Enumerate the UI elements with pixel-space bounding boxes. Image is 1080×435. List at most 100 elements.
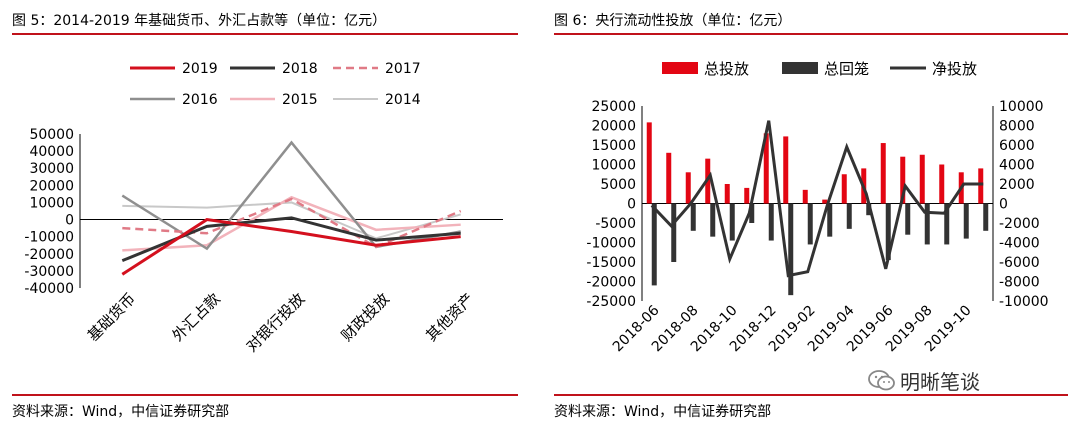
left-source-note: 资料来源：Wind，中信证券研究部 [12, 404, 230, 420]
legend-label: 2014 [385, 92, 421, 108]
wechat-icon [868, 369, 895, 390]
y-right-tick-label: 6000 [999, 138, 1035, 154]
bar-总回笼 [690, 203, 696, 231]
series-line-净投放 [650, 120, 984, 278]
legend-label: 2015 [282, 92, 318, 108]
y-left-tick-label: 5000 [600, 177, 636, 193]
y-left-tick-label: 25000 [591, 99, 636, 115]
bar-总回笼 [729, 203, 735, 241]
watermark: 明晰笔谈 [868, 366, 980, 395]
y-tick-label: -10000 [24, 230, 74, 246]
left-title-rule [12, 33, 518, 35]
legend-label: 2018 [282, 61, 318, 77]
bar-总投放 [685, 172, 691, 204]
bar-总回笼 [983, 203, 989, 231]
series-line-2017 [122, 197, 462, 249]
bar-总投放 [744, 187, 750, 204]
bar-总投放 [880, 143, 886, 204]
left-footer-rule [12, 394, 518, 396]
y-left-tick-label: -5000 [595, 216, 636, 232]
bar-总投放 [802, 189, 808, 204]
series-line-2014 [122, 201, 461, 240]
y-tick-label: 30000 [29, 161, 74, 177]
bar-总回笼 [749, 203, 755, 223]
x-tick-label: 基础货币 [84, 290, 139, 345]
y-right-tick-label: 10000 [999, 99, 1044, 115]
y-tick-label: 20000 [29, 178, 74, 194]
legend-swatch-总投放 [662, 62, 698, 74]
right-title-rule [554, 33, 1068, 35]
bar-总回笼 [885, 203, 891, 261]
y-tick-label: -20000 [24, 247, 74, 263]
bar-总投放 [919, 154, 925, 204]
bar-总投放 [783, 136, 789, 204]
legend-label: 2017 [385, 61, 421, 77]
y-tick-label: -40000 [24, 281, 74, 297]
bar-总投放 [978, 168, 984, 204]
series-line-2015 [122, 195, 461, 252]
legend-label: 净投放 [932, 60, 977, 78]
left-chart-title: 图 5：2014-2019 年基础货币、外汇占款等（单位：亿元） [12, 13, 387, 29]
series-line-2018 [121, 216, 461, 263]
bar-总投放 [939, 164, 945, 204]
bar-总投放 [724, 184, 730, 204]
y-tick-label: 50000 [29, 127, 74, 143]
y-left-tick-label: 0 [627, 197, 636, 213]
bar-总回笼 [866, 203, 872, 216]
legend-label: 总投放 [704, 60, 749, 78]
right-chart: 2500020000150001000050000-5000-10000-150… [586, 60, 1049, 355]
bar-总投放 [900, 156, 906, 204]
bar-总投放 [822, 199, 828, 204]
series-line-2019 [121, 217, 461, 276]
legend-label: 总回笼 [824, 60, 869, 78]
y-right-tick-label: 8000 [999, 119, 1035, 135]
y-left-tick-label: -20000 [586, 275, 636, 291]
bar-总回笼 [827, 203, 833, 237]
y-right-tick-label: 2000 [999, 177, 1035, 193]
legend-label: 2016 [182, 92, 218, 108]
y-left-tick-label: 20000 [591, 119, 636, 135]
y-left-tick-label: 15000 [591, 138, 636, 154]
y-right-tick-label: -8000 [999, 275, 1040, 291]
legend-swatch-总回笼 [782, 62, 818, 74]
bar-总投放 [763, 133, 769, 204]
watermark-text: 明晰笔谈 [900, 370, 980, 394]
bar-总回笼 [963, 203, 969, 239]
y-right-tick-label: 4000 [999, 158, 1035, 174]
bar-总回笼 [671, 203, 677, 262]
y-right-tick-label: -2000 [999, 216, 1040, 232]
y-tick-label: 10000 [29, 195, 74, 211]
bar-总投放 [646, 122, 652, 204]
y-left-tick-label: -25000 [586, 294, 636, 310]
y-right-tick-label: -10000 [999, 294, 1049, 310]
bar-总回笼 [768, 203, 774, 241]
bar-总回笼 [807, 203, 813, 245]
bar-总回笼 [924, 203, 930, 245]
y-tick-label: 0 [65, 213, 74, 229]
y-left-tick-label: -15000 [586, 255, 636, 271]
x-tick-label: 外汇占款 [169, 290, 224, 345]
bar-总回笼 [788, 203, 794, 296]
right-chart-title: 图 6：央行流动性投放（单位：亿元） [554, 13, 792, 29]
bar-总投放 [841, 174, 847, 204]
y-left-tick-label: -10000 [586, 236, 636, 252]
x-tick-label: 财政投放 [338, 290, 393, 345]
y-tick-label: 40000 [29, 144, 74, 160]
bar-总回笼 [846, 203, 852, 229]
y-right-tick-label: -4000 [999, 236, 1040, 252]
bar-总回笼 [710, 203, 716, 237]
y-left-tick-label: 10000 [591, 158, 636, 174]
bar-总投放 [666, 152, 672, 204]
right-footer-rule [554, 394, 1068, 396]
y-right-tick-label: -6000 [999, 255, 1040, 271]
y-tick-label: -30000 [24, 264, 74, 280]
y-right-tick-label: 0 [999, 197, 1008, 213]
right-source-note: 资料来源：Wind，中信证券研究部 [554, 404, 772, 420]
bar-总回笼 [651, 203, 657, 286]
x-tick-label: 对银行投放 [243, 290, 309, 356]
bar-总回笼 [905, 203, 911, 235]
legend-label: 2019 [182, 61, 218, 77]
bar-总回笼 [944, 203, 950, 245]
x-tick-label: 其他资产 [422, 290, 477, 345]
